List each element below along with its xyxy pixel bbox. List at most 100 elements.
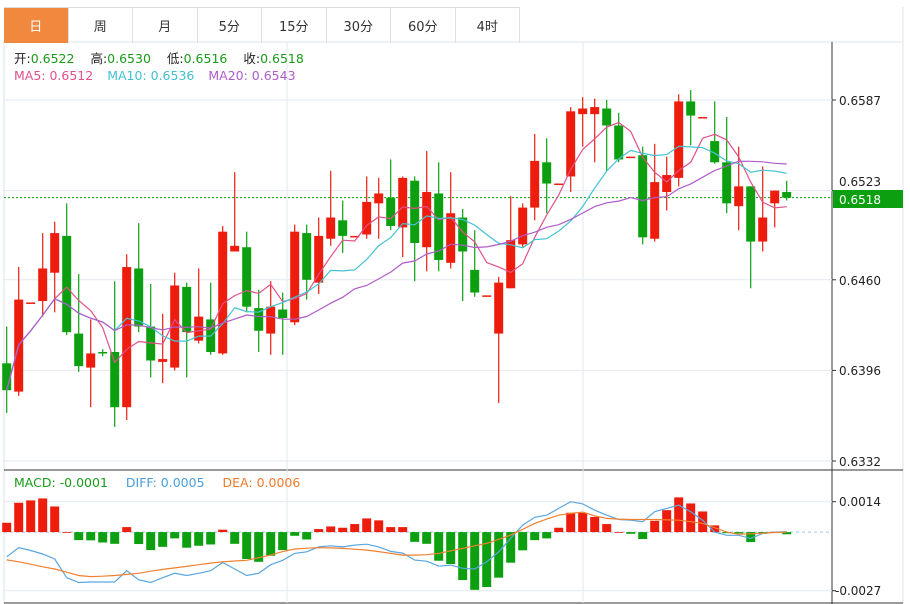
low-label: 低: [166,51,184,66]
candle-body [734,186,744,207]
candle-body [26,302,36,304]
candle-body [122,267,132,408]
macd-bar [410,532,420,542]
candle-body [386,197,396,226]
candle-body [86,353,96,368]
candle-body [590,107,600,115]
candle-body [110,351,120,408]
macd-bar [254,532,264,562]
dea-line [6,511,787,578]
candle-body [482,295,492,297]
candle-body [194,316,204,341]
candle-body [434,193,444,260]
macd-bar [326,526,336,533]
ma-row: MA5: 0.6512 MA10: 0.6536 MA20: 0.6543 [14,67,316,84]
candle-body [2,363,12,391]
macd-bar [98,532,108,543]
candle-body [722,162,732,204]
tab-week[interactable]: 周 [69,8,133,43]
macd-bar [362,518,372,533]
macd-bar [374,520,384,533]
macd-bar [194,532,204,546]
tab-15min[interactable]: 15分 [262,8,327,43]
macd-bar [2,522,12,533]
candle-body [338,220,348,236]
macd-bar [170,532,180,539]
chart-frame [3,7,904,604]
candle-body [398,177,408,228]
ma10-line [6,145,787,391]
macd-bar [26,500,36,533]
last-price-badge [833,190,903,208]
candle-body [758,217,768,242]
macd-bar [734,532,744,534]
macd-bar [110,532,120,544]
tab-day[interactable]: 日 [4,8,69,43]
macd-y-tick-label: 0.0014 [839,495,881,509]
open-label: 开: [14,51,31,66]
macd-bar [338,527,348,533]
low-value: 0.6516 [183,51,228,66]
diff-line [6,501,787,584]
candle-body [578,108,588,115]
macd-bar [746,532,756,543]
candle-body [686,101,696,116]
macd-bar [242,532,252,560]
ohlc-legend: 开:0.6522 高:0.6530 低:0.6516 收:0.6518 MA5:… [14,50,316,84]
macd-bar [278,532,288,551]
candle-body [518,207,528,245]
ma5-value: MA5: 0.6512 [14,68,94,83]
candle-body [674,101,684,178]
tab-4hour[interactable]: 4时 [456,8,520,43]
candle-body [314,235,324,283]
candle-body [566,111,576,177]
macd-bar [650,520,660,533]
last-price-label: 0.6518 [839,193,881,207]
candle-body [326,217,336,239]
macd-bar [266,532,276,556]
candle-body [74,333,84,367]
candle-body [242,247,252,307]
candle-body [626,156,636,159]
tab-60min[interactable]: 60分 [391,8,456,43]
candle-body [602,108,612,126]
candle-body [506,240,516,289]
candle-body [158,359,168,362]
macd-bar [506,532,516,563]
candle-body [50,233,60,273]
macd-bar [782,532,792,535]
high-label: 高: [90,51,108,66]
candle-body [746,186,756,242]
macd-bar [74,532,84,541]
macd-bar [314,529,324,533]
macd-bar [662,510,672,533]
macd-bar [530,532,540,541]
ma20-line [6,160,787,391]
diff-value: DIFF: 0.0005 [125,475,205,490]
candle-body [446,213,456,263]
period-tabs: 日 周 月 5分 15分 30分 60分 4时 [4,7,520,43]
macd-bar [578,512,588,533]
macd-bar [686,503,696,533]
tab-5min[interactable]: 5分 [198,8,262,43]
candle-body [350,235,360,238]
candle-body [302,233,312,280]
close-label: 收: [243,51,261,66]
macd-legend: MACD: -0.0001 DIFF: 0.0005 DEA: 0.0006 [14,475,300,490]
tab-month[interactable]: 月 [133,8,198,43]
macd-bar [86,532,96,541]
candle-body [698,116,708,119]
macd-bar [542,532,552,539]
macd-bar [626,532,636,534]
candle-body [530,160,540,208]
macd-bar [146,532,156,551]
y-axis: 0.6587 0.6523 0.6460 0.6396 0.6332 0.001… [833,94,903,598]
candle-body [662,175,672,193]
candle-body [290,231,300,323]
macd-bar [122,527,132,533]
candle-body [710,141,720,163]
tab-30min[interactable]: 30分 [327,8,391,43]
macd-bar [710,525,720,533]
macd-bar [62,532,72,533]
